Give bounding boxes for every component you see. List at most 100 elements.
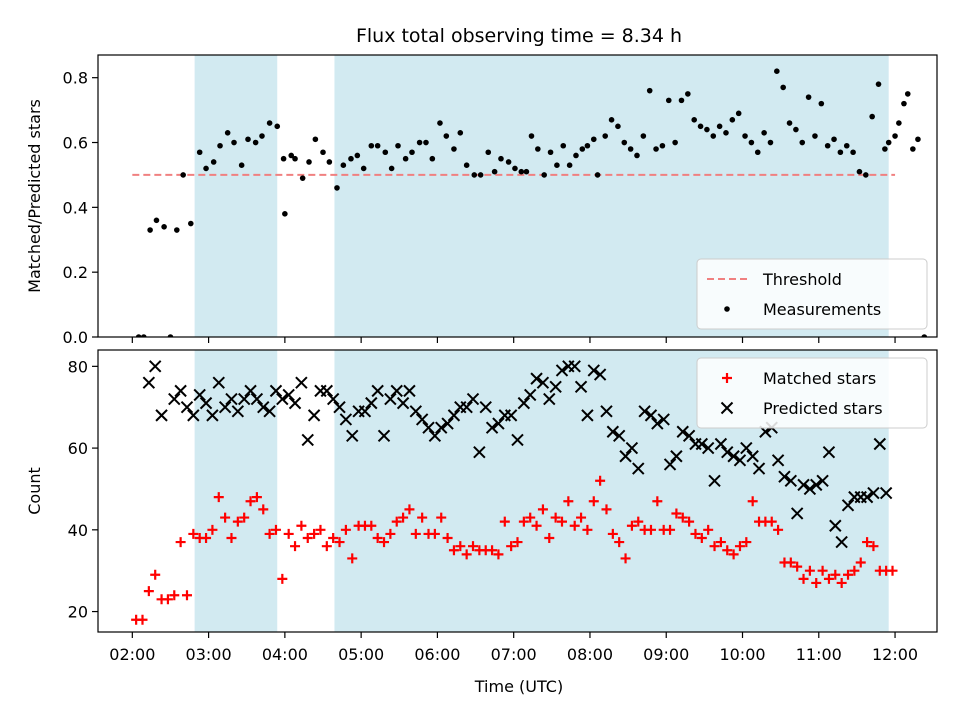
data-point: [792, 561, 803, 572]
data-point: [377, 429, 391, 443]
data-point: [569, 520, 580, 531]
data-point: [665, 524, 676, 535]
data-point: [368, 142, 375, 149]
x-tick-label: 04:00: [262, 645, 308, 664]
data-point: [348, 155, 354, 162]
data-point: [703, 524, 714, 535]
data-point: [695, 437, 709, 451]
data-point: [682, 429, 696, 443]
x-tick-label: 10:00: [719, 645, 765, 664]
data-point: [306, 159, 312, 165]
data-point: [264, 528, 275, 539]
data-point: [137, 614, 148, 625]
data-point: [485, 421, 499, 434]
data-point: [315, 524, 326, 535]
data-point: [837, 149, 844, 156]
data-point: [594, 172, 601, 178]
data-point: [388, 165, 395, 172]
data-point: [882, 146, 888, 152]
x-tick-label: 02:00: [109, 645, 155, 664]
data-point: [862, 537, 873, 548]
data-point: [518, 168, 525, 175]
data-point: [645, 524, 656, 535]
data-point: [455, 541, 466, 552]
data-point: [250, 392, 264, 406]
data-point: [576, 512, 587, 523]
data-point: [326, 159, 333, 165]
data-point: [354, 152, 361, 159]
data-point: [416, 139, 423, 146]
x-tick-label: 12:00: [872, 645, 918, 664]
data-point: [843, 569, 854, 580]
data-point: [372, 533, 383, 543]
data-point: [512, 165, 518, 172]
data-point: [292, 155, 298, 162]
data-point: [607, 528, 618, 539]
data-point: [485, 149, 492, 156]
data-point: [855, 557, 866, 568]
x-tick-label: 11:00: [796, 645, 842, 664]
data-point: [188, 528, 199, 539]
data-point: [437, 120, 443, 126]
data-point: [258, 504, 269, 515]
data-point: [409, 149, 415, 156]
data-point: [448, 545, 459, 556]
data-point: [799, 139, 806, 146]
bottom-y-tick-label: 20: [68, 603, 88, 622]
data-point: [860, 490, 874, 504]
data-point: [677, 512, 688, 523]
data-point: [653, 146, 659, 152]
data-point: [579, 146, 586, 152]
data-point: [161, 223, 167, 230]
data-point: [773, 524, 784, 535]
top-series-measurements: [135, 68, 928, 337]
data-point: [312, 136, 319, 143]
data-point: [646, 87, 653, 94]
data-point: [633, 516, 644, 527]
data-point: [196, 149, 203, 156]
data-point: [168, 392, 181, 406]
data-point: [232, 516, 243, 527]
bottom-y-axis-label: Count: [25, 467, 44, 515]
data-point: [678, 97, 685, 104]
data-point: [691, 117, 697, 123]
data-point: [498, 155, 504, 162]
data-point: [614, 537, 625, 548]
legend-entry-label: Measurements: [763, 300, 881, 319]
data-point: [270, 524, 281, 535]
data-point: [640, 133, 647, 139]
data-point: [786, 120, 793, 126]
data-point: [180, 401, 194, 414]
data-point: [525, 512, 536, 523]
top-y-tick-label: 0.4: [63, 198, 88, 217]
data-point: [460, 401, 473, 414]
data-point: [817, 565, 828, 576]
data-point: [752, 462, 766, 475]
data-point: [901, 100, 907, 107]
bottom-series-matched-stars: [131, 475, 898, 625]
x-tick-label: 03:00: [186, 645, 232, 664]
data-point: [867, 486, 880, 500]
legend-marker: [724, 306, 730, 312]
data-point: [830, 569, 841, 580]
data-point: [504, 409, 518, 422]
data-point: [517, 396, 531, 410]
data-point: [404, 504, 415, 515]
top-axes-frame: [97, 54, 938, 338]
data-point: [657, 413, 670, 426]
data-point: [676, 425, 689, 438]
data-point: [822, 445, 836, 459]
data-point: [328, 533, 339, 543]
data-point: [778, 470, 791, 483]
data-point: [804, 565, 815, 576]
data-point: [288, 152, 295, 159]
data-point: [280, 155, 287, 162]
data-point: [150, 569, 161, 580]
data-point: [766, 516, 777, 527]
data-point: [638, 405, 651, 418]
data-point: [263, 405, 276, 418]
data-point: [554, 162, 560, 169]
legend-marker: [720, 401, 734, 415]
top-legend-box: [696, 258, 928, 330]
data-point: [741, 537, 752, 548]
